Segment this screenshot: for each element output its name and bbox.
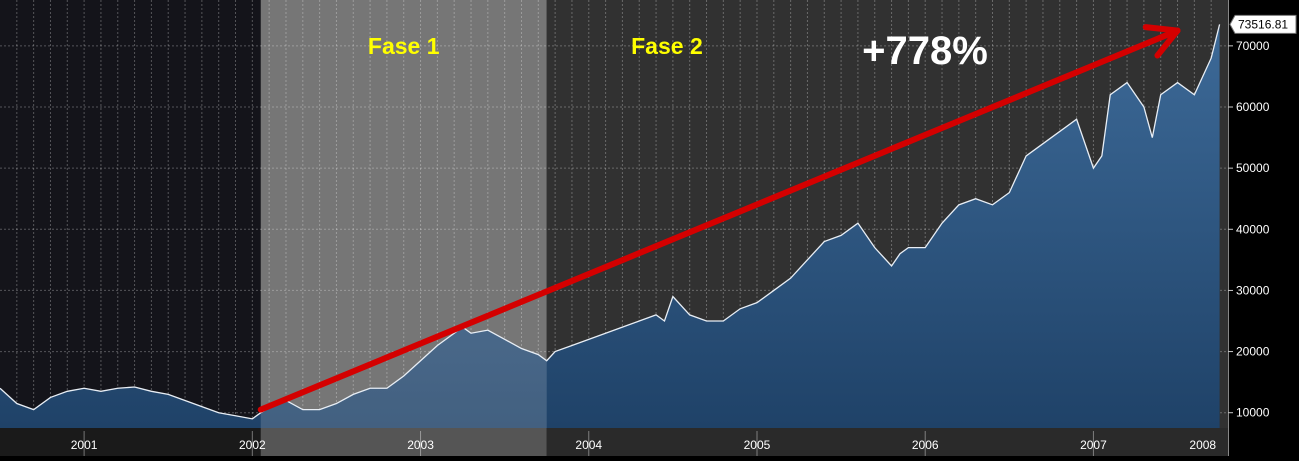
series-line: [0, 24, 1221, 420]
x-axis-band-phase-2: [546, 428, 1228, 456]
x-tick-label-2001: 2001: [71, 438, 98, 452]
y-tick-label-0: 10000: [1236, 406, 1270, 420]
y-tick-label-5: 60000: [1236, 100, 1270, 114]
y-tick-label-2: 30000: [1236, 283, 1270, 297]
x-tick-label-2003: 2003: [407, 438, 434, 452]
y-tick-label-6: 70000: [1236, 39, 1270, 53]
pre-phase-background: [0, 0, 261, 428]
x-tick-label-2002: 2002: [239, 438, 266, 452]
series-area: [0, 24, 1220, 428]
last-value-label: 73516.81: [1238, 17, 1288, 31]
gain-percentage-label: +778%: [862, 29, 988, 73]
x-axis-band-phase-1: [260, 428, 547, 456]
trend-arrow-head: [1142, 24, 1181, 59]
y-tick-label-3: 40000: [1236, 222, 1270, 236]
last-value-tag: [1229, 14, 1297, 34]
y-tick-label-1: 20000: [1236, 345, 1270, 359]
phase-1-label: Fase 1: [368, 33, 440, 59]
phase-2-label: Fase 2: [631, 33, 703, 59]
trend-arrow-shaft: [257, 27, 1181, 413]
y-tick-label-4: 50000: [1236, 161, 1270, 175]
phase-1-highlight: [260, 0, 547, 428]
x-tick-label-2008: 2008: [1189, 438, 1216, 452]
x-tick-label-2004: 2004: [575, 438, 602, 452]
y-axis-band: [1228, 0, 1299, 456]
x-tick-label-2006: 2006: [912, 438, 939, 452]
x-tick-label-2007: 2007: [1080, 438, 1107, 452]
x-tick-label-2005: 2005: [744, 438, 771, 452]
